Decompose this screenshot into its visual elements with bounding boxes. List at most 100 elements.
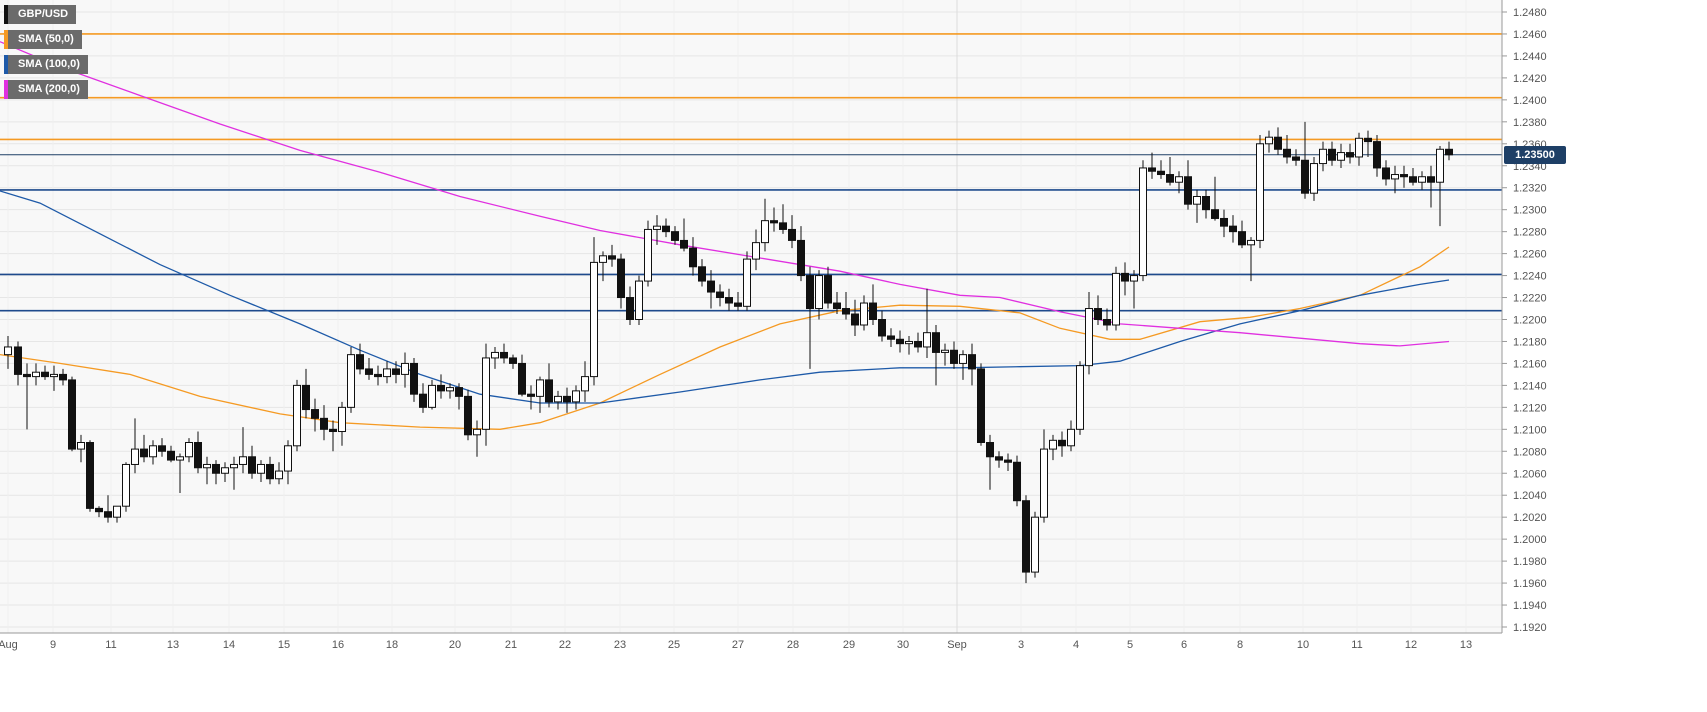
candle[interactable]	[887, 328, 895, 347]
candle[interactable]	[1274, 127, 1282, 155]
candle[interactable]	[770, 207, 778, 232]
candle[interactable]	[1310, 156, 1318, 201]
candle[interactable]	[4, 335, 12, 369]
candle[interactable]	[1193, 189, 1201, 223]
candle[interactable]	[329, 420, 337, 452]
candle[interactable]	[113, 505, 121, 523]
candle[interactable]	[653, 215, 661, 245]
candle[interactable]	[1301, 121, 1309, 199]
candle[interactable]	[1211, 176, 1219, 221]
candle[interactable]	[1382, 160, 1390, 186]
candle[interactable]	[1355, 132, 1363, 166]
candle[interactable]	[257, 460, 265, 483]
candle[interactable]	[491, 346, 499, 369]
candle[interactable]	[239, 427, 247, 474]
candle[interactable]	[428, 379, 436, 410]
candle[interactable]	[221, 462, 229, 483]
candle[interactable]	[905, 335, 913, 355]
candle[interactable]	[32, 363, 40, 386]
candle[interactable]	[941, 343, 949, 366]
candle[interactable]	[1256, 135, 1264, 249]
candle[interactable]	[140, 434, 148, 463]
candle[interactable]	[1121, 262, 1129, 296]
candle[interactable]	[1031, 511, 1039, 578]
candle[interactable]	[896, 330, 904, 353]
candle[interactable]	[419, 383, 427, 413]
candle[interactable]	[590, 237, 598, 386]
candle[interactable]	[212, 460, 220, 485]
candle[interactable]	[1427, 165, 1435, 208]
candle[interactable]	[986, 434, 994, 490]
candle[interactable]	[230, 456, 238, 490]
candle[interactable]	[833, 292, 841, 315]
candle[interactable]	[698, 259, 706, 287]
candle[interactable]	[1013, 455, 1021, 507]
candle[interactable]	[968, 343, 976, 386]
candle[interactable]	[581, 361, 589, 402]
candle[interactable]	[1130, 270, 1138, 309]
candle[interactable]	[959, 350, 967, 380]
candle[interactable]	[248, 445, 256, 479]
candle[interactable]	[950, 341, 958, 369]
candle[interactable]	[1103, 308, 1111, 331]
candle[interactable]	[203, 456, 211, 485]
candle[interactable]	[635, 275, 643, 325]
candle[interactable]	[509, 354, 517, 369]
candle[interactable]	[356, 343, 364, 375]
candle[interactable]	[1094, 295, 1102, 325]
candle[interactable]	[176, 453, 184, 494]
candle[interactable]	[563, 387, 571, 413]
candle[interactable]	[347, 346, 355, 413]
candle[interactable]	[752, 229, 760, 271]
candle[interactable]	[671, 226, 679, 245]
candle[interactable]	[1391, 165, 1399, 194]
candle[interactable]	[1265, 130, 1273, 153]
candle[interactable]	[1346, 143, 1354, 164]
candle[interactable]	[815, 270, 823, 320]
candle[interactable]	[392, 361, 400, 384]
candle[interactable]	[1049, 434, 1057, 461]
candle[interactable]	[41, 365, 49, 380]
candle[interactable]	[311, 398, 319, 432]
candle[interactable]	[689, 237, 697, 276]
candle[interactable]	[1157, 160, 1165, 179]
candle[interactable]	[1283, 135, 1291, 164]
candle[interactable]	[851, 299, 859, 336]
candle[interactable]	[1220, 209, 1228, 238]
candle[interactable]	[1238, 220, 1246, 249]
candle[interactable]	[797, 226, 805, 282]
legend-item-gbpusd[interactable]: GBP/USD	[4, 5, 88, 24]
candle[interactable]	[878, 310, 886, 342]
candle[interactable]	[617, 253, 625, 309]
legend-item-sma-50[interactable]: SMA (50,0)	[4, 30, 88, 49]
candle[interactable]	[914, 332, 922, 353]
candle[interactable]	[482, 343, 490, 446]
candle[interactable]	[860, 295, 868, 331]
candle[interactable]	[842, 292, 850, 320]
candle[interactable]	[1436, 145, 1444, 227]
candle[interactable]	[500, 343, 508, 364]
candle[interactable]	[1319, 141, 1327, 172]
candle[interactable]	[194, 431, 202, 474]
candle[interactable]	[932, 324, 940, 386]
candle[interactable]	[1292, 149, 1300, 166]
candle[interactable]	[518, 354, 526, 397]
candle[interactable]	[1022, 495, 1030, 584]
candle[interactable]	[806, 266, 814, 369]
candle[interactable]	[59, 368, 67, 386]
candle[interactable]	[536, 376, 544, 413]
candle[interactable]	[1040, 429, 1048, 523]
candle[interactable]	[1139, 160, 1147, 282]
candle[interactable]	[284, 440, 292, 485]
candle[interactable]	[1004, 453, 1012, 472]
candle[interactable]	[77, 434, 85, 463]
candle[interactable]	[455, 383, 463, 410]
candle[interactable]	[743, 251, 751, 311]
candle[interactable]	[149, 440, 157, 465]
candle[interactable]	[86, 440, 94, 512]
candle[interactable]	[473, 420, 481, 457]
candle[interactable]	[1229, 215, 1237, 243]
candle[interactable]	[1184, 160, 1192, 210]
candle[interactable]	[167, 445, 175, 463]
